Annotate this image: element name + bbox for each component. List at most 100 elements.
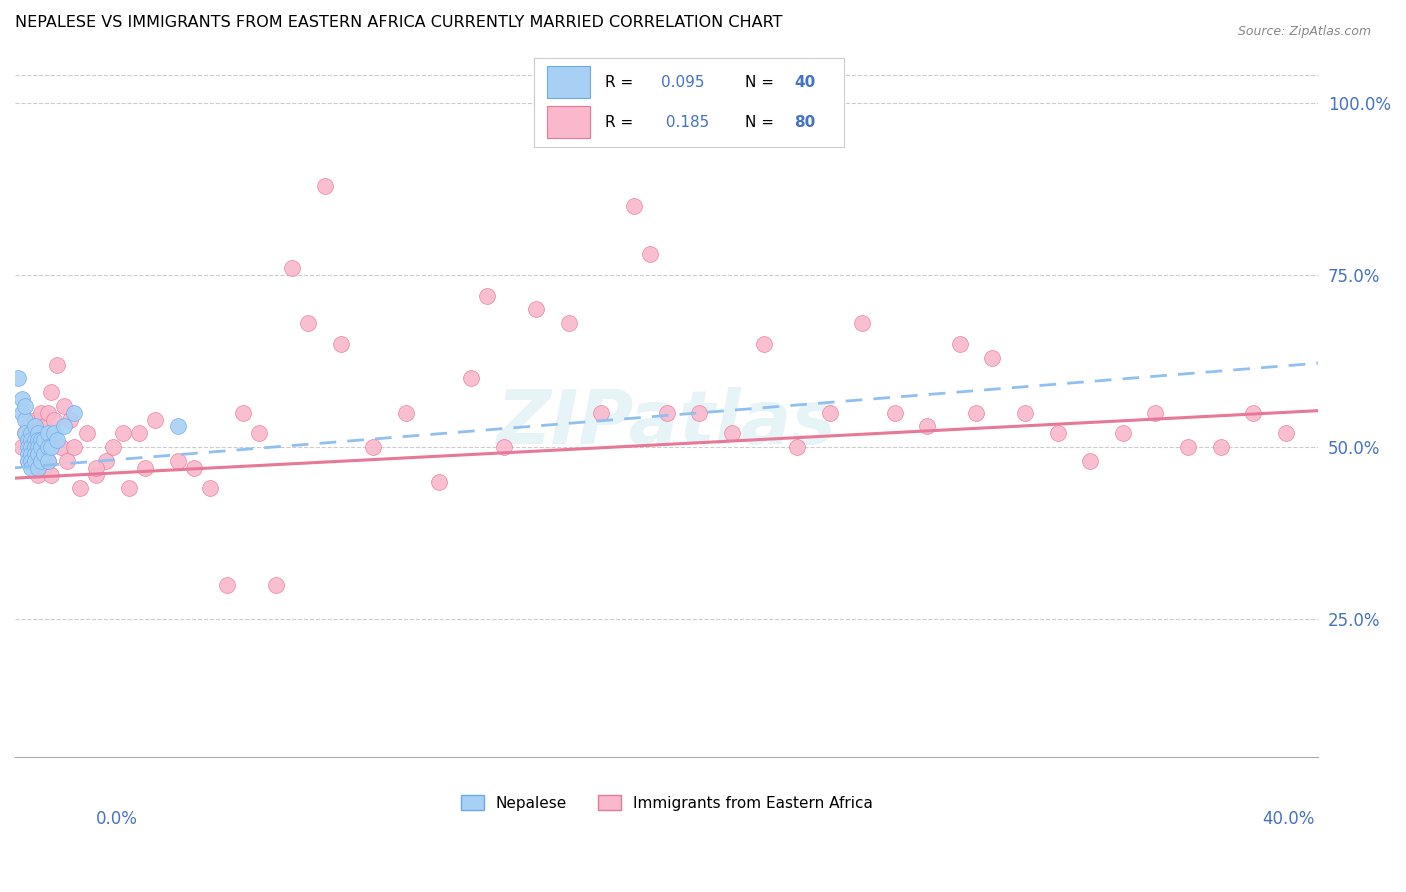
Point (7, 371, 30, 385)
Point (27, 467, 49, 482)
Point (215, 578, 238, 592)
Point (981, 351, 1004, 365)
Point (17, 419, 39, 434)
Point (965, 406, 987, 420)
Point (34, 447, 56, 461)
Point (52, 399, 75, 413)
Point (24, 434, 46, 448)
Point (14, 412, 37, 426)
Point (20, 447, 42, 461)
Text: 80: 80 (794, 115, 815, 129)
Point (34, 434, 56, 448)
Point (200, 482, 222, 496)
Point (10, 406, 32, 420)
Point (232, 406, 254, 420)
Point (37, 406, 59, 420)
Point (1144, 406, 1167, 420)
Text: 40.0%: 40.0% (1263, 810, 1315, 828)
Point (1014, 406, 1036, 420)
Point (101, 440, 124, 454)
Text: N =: N = (745, 75, 779, 89)
Point (183, 460, 205, 475)
Point (30, 440, 52, 454)
Point (17, 440, 39, 454)
Point (14, 426, 37, 441)
Point (27, 440, 49, 454)
Point (247, 426, 270, 441)
Point (42, 412, 65, 426)
Point (329, 337, 352, 351)
Point (39, 467, 62, 482)
Point (264, 578, 287, 592)
Point (27, 460, 49, 475)
Point (86, 460, 108, 475)
Point (167, 454, 190, 468)
Point (720, 426, 742, 441)
Point (851, 316, 873, 330)
Point (56, 454, 79, 468)
Point (477, 288, 499, 302)
Point (52, 419, 75, 434)
Point (27, 447, 49, 461)
Point (314, 178, 336, 193)
Point (754, 337, 776, 351)
Text: 0.185: 0.185 (661, 115, 710, 129)
Point (20, 460, 42, 475)
Point (297, 316, 319, 330)
Point (17, 447, 39, 461)
Point (818, 406, 841, 420)
Point (34, 419, 56, 434)
Point (17, 454, 39, 468)
Point (640, 247, 662, 261)
Point (20, 454, 42, 468)
Point (281, 261, 304, 276)
Point (37, 426, 59, 441)
Point (128, 426, 150, 441)
Point (786, 440, 808, 454)
Point (427, 475, 450, 489)
Point (20, 434, 42, 448)
Point (34, 460, 56, 475)
Point (30, 454, 52, 468)
Point (591, 406, 613, 420)
Point (143, 412, 166, 426)
Point (688, 406, 710, 420)
Point (27, 434, 49, 448)
Point (20, 434, 42, 448)
Point (20, 447, 42, 461)
Point (460, 371, 482, 385)
Point (49, 440, 72, 454)
Point (655, 406, 678, 420)
Point (76, 426, 98, 441)
Point (17, 454, 39, 468)
Text: 0.095: 0.095 (661, 75, 704, 89)
Point (883, 406, 905, 420)
Point (24, 454, 46, 468)
Point (24, 412, 46, 426)
Point (37, 440, 59, 454)
Point (37, 454, 59, 468)
Text: 0.0%: 0.0% (96, 810, 138, 828)
Point (96, 454, 118, 468)
Point (30, 447, 52, 461)
Point (949, 337, 972, 351)
Point (14, 399, 37, 413)
Point (24, 447, 46, 461)
Point (42, 426, 65, 441)
Text: 40: 40 (794, 75, 815, 89)
Point (14, 426, 37, 441)
Point (111, 426, 134, 441)
Point (59, 412, 82, 426)
Point (1078, 454, 1101, 468)
Point (20, 426, 42, 441)
Text: ZIPatlas: ZIPatlas (496, 387, 837, 460)
Point (46, 434, 69, 448)
Point (917, 419, 939, 434)
FancyBboxPatch shape (547, 66, 591, 98)
Point (167, 419, 190, 434)
Point (39, 385, 62, 400)
Point (69, 482, 91, 496)
Point (30, 406, 52, 420)
Point (46, 358, 69, 372)
Point (118, 482, 141, 496)
